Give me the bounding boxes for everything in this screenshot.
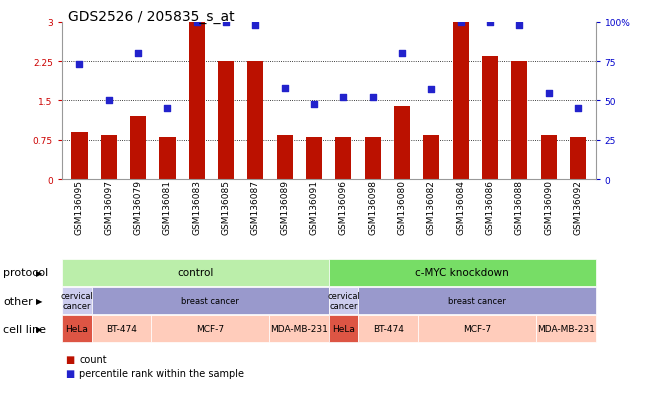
Text: ■: ■ [65, 368, 74, 378]
Bar [394, 107, 410, 180]
Point [426, 87, 437, 93]
Text: cell line: cell line [3, 324, 46, 334]
Text: GSM136080: GSM136080 [398, 180, 407, 235]
Text: cervical
cancer: cervical cancer [61, 291, 93, 311]
Text: GSM136083: GSM136083 [192, 180, 201, 235]
Point [309, 101, 319, 108]
Point [544, 90, 554, 97]
Text: other: other [3, 296, 33, 306]
Text: GSM136092: GSM136092 [574, 180, 583, 235]
Point [162, 106, 173, 112]
Point [221, 19, 231, 26]
Bar [247, 62, 264, 180]
Point [339, 95, 349, 101]
Bar [101, 135, 117, 180]
Text: BT-474: BT-474 [105, 325, 137, 333]
Text: percentile rank within the sample: percentile rank within the sample [79, 368, 244, 378]
Point [514, 23, 525, 29]
Bar [306, 138, 322, 180]
Text: GDS2526 / 205835_s_at: GDS2526 / 205835_s_at [68, 10, 235, 24]
Point [133, 51, 143, 57]
Text: GSM136089: GSM136089 [281, 180, 289, 235]
Bar [452, 23, 469, 180]
Bar [218, 62, 234, 180]
Text: GSM136084: GSM136084 [456, 180, 465, 235]
Text: GSM136095: GSM136095 [75, 180, 84, 235]
Bar [511, 62, 527, 180]
Text: breast cancer: breast cancer [448, 297, 506, 305]
Point [191, 19, 202, 26]
Point [104, 98, 114, 104]
Text: GSM136091: GSM136091 [310, 180, 318, 235]
Text: ▶: ▶ [36, 297, 42, 305]
Text: ■: ■ [65, 354, 74, 364]
Text: GSM136085: GSM136085 [221, 180, 230, 235]
Bar [189, 23, 205, 180]
Bar [335, 138, 352, 180]
Point [74, 62, 85, 69]
Point [368, 95, 378, 101]
Text: GSM136090: GSM136090 [544, 180, 553, 235]
Text: HeLa: HeLa [65, 325, 88, 333]
Point [485, 19, 495, 26]
Text: BT-474: BT-474 [372, 325, 404, 333]
Text: GSM136097: GSM136097 [104, 180, 113, 235]
Bar [72, 133, 87, 180]
Text: control: control [177, 268, 214, 278]
Text: MCF-7: MCF-7 [196, 325, 224, 333]
Text: MDA-MB-231: MDA-MB-231 [270, 325, 328, 333]
Text: MCF-7: MCF-7 [463, 325, 491, 333]
Bar [570, 138, 586, 180]
Text: ▶: ▶ [36, 268, 42, 277]
Point [573, 106, 583, 112]
Bar [482, 57, 498, 180]
Text: GSM136086: GSM136086 [486, 180, 495, 235]
Bar [277, 135, 293, 180]
Text: MDA-MB-231: MDA-MB-231 [537, 325, 595, 333]
Text: GSM136079: GSM136079 [133, 180, 143, 235]
Text: GSM136098: GSM136098 [368, 180, 377, 235]
Text: HeLa: HeLa [332, 325, 355, 333]
Text: GSM136081: GSM136081 [163, 180, 172, 235]
Point [250, 23, 260, 29]
Bar [541, 135, 557, 180]
Bar [423, 135, 439, 180]
Bar [365, 138, 381, 180]
Bar [130, 117, 146, 180]
Text: breast cancer: breast cancer [181, 297, 239, 305]
Text: ▶: ▶ [36, 325, 42, 333]
Text: GSM136096: GSM136096 [339, 180, 348, 235]
Text: protocol: protocol [3, 268, 49, 278]
Text: cervical
cancer: cervical cancer [327, 291, 360, 311]
Text: GSM136088: GSM136088 [515, 180, 524, 235]
Text: GSM136087: GSM136087 [251, 180, 260, 235]
Text: GSM136082: GSM136082 [427, 180, 436, 235]
Text: c-MYC knockdown: c-MYC knockdown [415, 268, 509, 278]
Point [279, 85, 290, 92]
Point [397, 51, 408, 57]
Text: count: count [79, 354, 107, 364]
Point [456, 19, 466, 26]
Bar [159, 138, 176, 180]
